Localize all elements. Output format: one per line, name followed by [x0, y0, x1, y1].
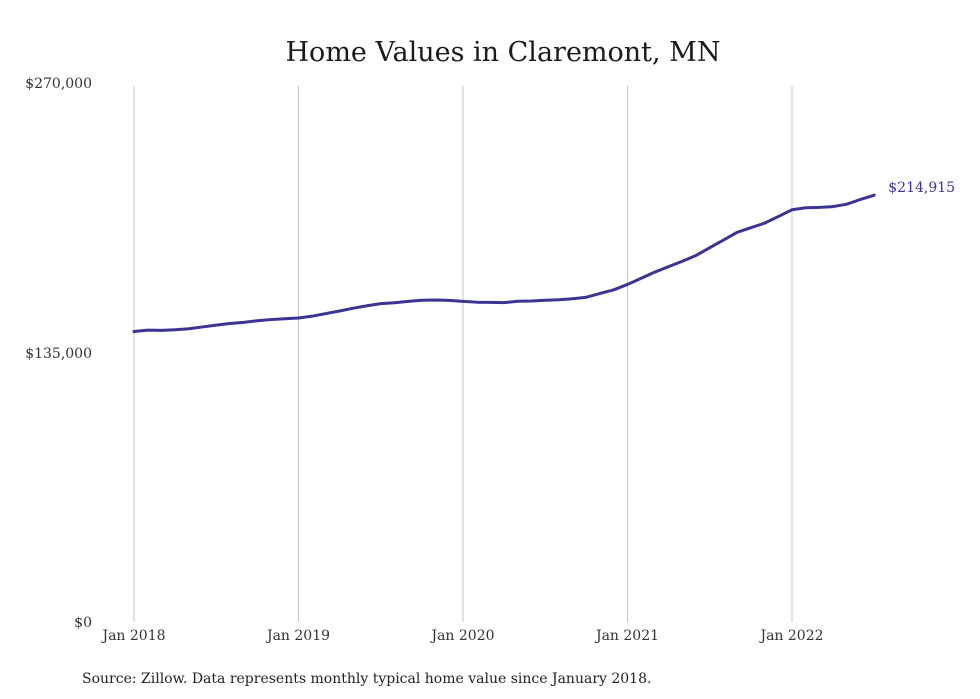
y-tick-label-270000: $270,000 [25, 76, 92, 92]
x-tick-label: Jan 2018 [100, 628, 165, 644]
x-tick-label: Jan 2019 [265, 628, 330, 644]
x-tick-label: Jan 2021 [594, 628, 659, 644]
x-tick-label: Jan 2022 [758, 628, 823, 644]
source-note: Source: Zillow. Data represents monthly … [82, 671, 651, 687]
x-tick-labels: Jan 2018 Jan 2019 Jan 2020 Jan 2021 Jan 2022 [100, 628, 823, 644]
series-line [132, 193, 876, 334]
y-tick-label-135000: $135,000 [25, 346, 92, 362]
grid-lines [133, 86, 793, 622]
x-tick-label: Jan 2020 [429, 628, 494, 644]
end-value-label: $214,915 [888, 180, 955, 196]
chart-title: Home Values in Claremont, MN [286, 37, 721, 68]
y-tick-label-0: $0 [74, 615, 92, 631]
